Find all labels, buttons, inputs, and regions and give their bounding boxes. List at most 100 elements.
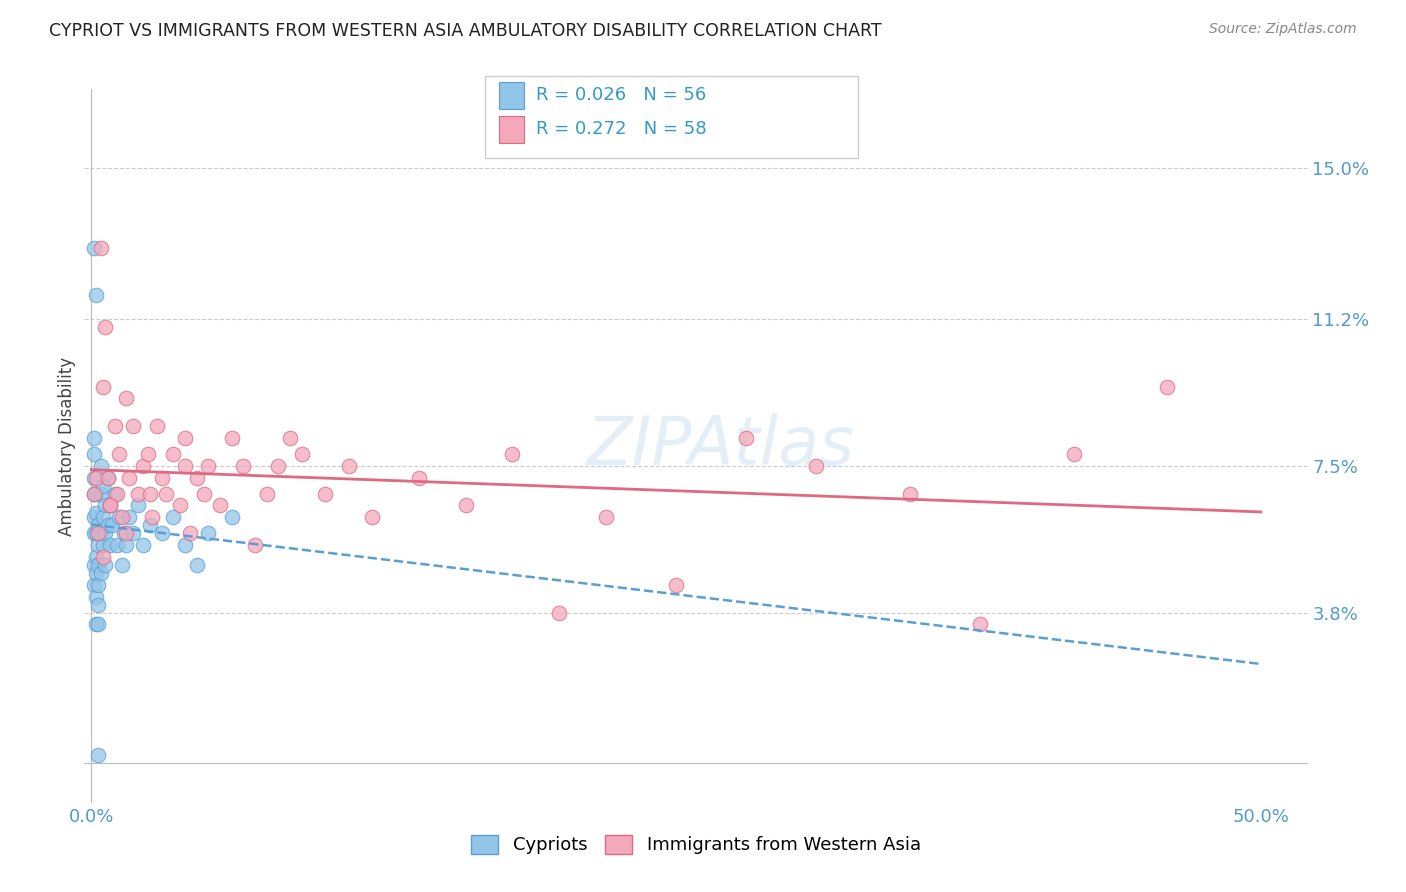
Point (97, 471, 120, 485)
Point (111, 510, 134, 524)
Point (337, 458, 360, 473)
Y-axis label: Ambulatory Disability: Ambulatory Disability (58, 357, 76, 535)
Point (90, 526, 112, 541)
Point (87, 617, 110, 632)
Point (179, 526, 201, 541)
Point (454, 499, 477, 513)
Point (101, 518, 124, 533)
Point (91, 538, 114, 552)
Point (806, 458, 828, 473)
Point (97, 471, 120, 485)
Point (87, 538, 110, 552)
Point (139, 518, 162, 533)
Point (90, 566, 112, 580)
Point (162, 510, 184, 524)
Point (169, 499, 191, 513)
Point (83, 510, 105, 524)
Point (501, 447, 523, 461)
Point (98, 499, 121, 513)
Point (197, 458, 219, 473)
Point (87, 598, 110, 612)
Point (84, 590, 107, 604)
Point (150, 526, 173, 541)
Point (84, 471, 107, 485)
Point (136, 447, 159, 461)
Point (174, 458, 197, 473)
Point (314, 486, 336, 500)
Point (84, 507, 107, 521)
Point (91, 549, 114, 564)
Point (87, 578, 110, 592)
Point (118, 510, 141, 524)
Text: Source: ZipAtlas.com: Source: ZipAtlas.com (1209, 22, 1357, 37)
Point (83, 486, 105, 500)
Text: R = 0.026   N = 56: R = 0.026 N = 56 (536, 87, 706, 104)
Point (150, 471, 173, 485)
Point (83, 447, 105, 461)
Point (193, 486, 215, 500)
Point (361, 510, 384, 524)
Point (84, 486, 107, 500)
Text: ZIPAtlas: ZIPAtlas (586, 413, 855, 479)
Point (87, 558, 110, 572)
Point (548, 606, 571, 620)
Point (174, 538, 197, 552)
Point (91, 379, 114, 393)
Point (146, 419, 169, 434)
Point (122, 526, 145, 541)
Point (132, 458, 155, 473)
Point (97, 518, 120, 533)
Point (90, 486, 112, 500)
Point (115, 526, 138, 541)
Point (90, 458, 112, 473)
Point (98, 538, 121, 552)
Point (83, 241, 105, 255)
Point (139, 486, 162, 500)
Point (256, 486, 278, 500)
Point (104, 419, 127, 434)
Point (94, 526, 117, 541)
Point (112, 526, 135, 541)
Point (127, 486, 149, 500)
Point (87, 518, 110, 533)
Point (141, 510, 163, 524)
Point (83, 558, 105, 572)
Point (208, 499, 231, 513)
Point (1063, 447, 1085, 461)
Point (595, 510, 617, 524)
Point (221, 431, 243, 445)
Point (98, 499, 121, 513)
Point (87, 526, 110, 541)
Legend: Cypriots, Immigrants from Western Asia: Cypriots, Immigrants from Western Asia (464, 828, 928, 862)
Point (232, 458, 254, 473)
Point (83, 431, 105, 445)
Point (111, 558, 134, 572)
Point (83, 486, 105, 500)
Point (132, 538, 155, 552)
Point (84, 566, 107, 580)
Point (84, 526, 107, 541)
Point (83, 526, 105, 541)
Point (186, 558, 208, 572)
Point (267, 458, 290, 473)
Point (1156, 379, 1178, 393)
Point (174, 431, 197, 445)
Point (221, 510, 243, 524)
Point (108, 447, 131, 461)
Point (84, 288, 107, 302)
Point (104, 486, 127, 500)
Point (197, 526, 219, 541)
Point (94, 499, 117, 513)
Point (108, 510, 131, 524)
Point (91, 510, 114, 524)
Point (665, 578, 688, 592)
Point (98, 499, 121, 513)
Point (90, 241, 112, 255)
Point (186, 471, 208, 485)
Point (155, 486, 177, 500)
Point (278, 431, 301, 445)
Point (105, 538, 128, 552)
Point (735, 431, 758, 445)
Point (408, 471, 430, 485)
Point (243, 538, 266, 552)
